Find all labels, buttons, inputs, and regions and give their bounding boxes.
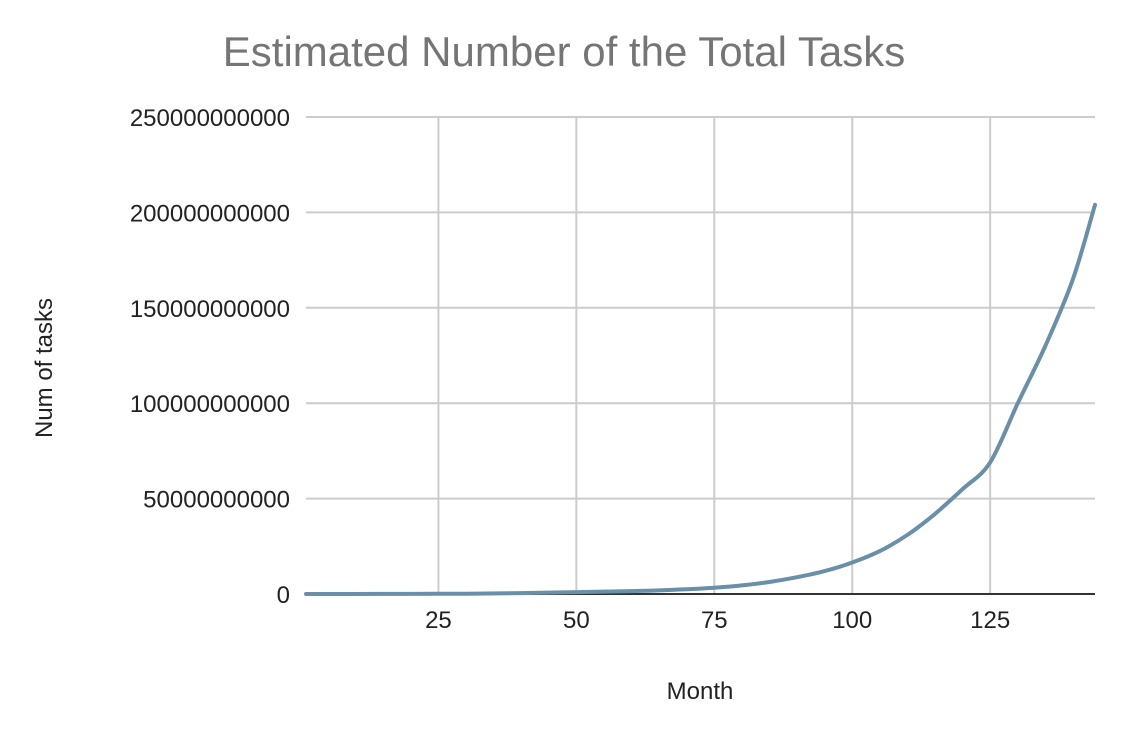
x-tick-label: 75 xyxy=(701,607,728,634)
y-tick-label: 150000000000 xyxy=(130,296,290,323)
x-tick-label: 125 xyxy=(970,607,1010,634)
y-tick-label: 250000000000 xyxy=(130,105,290,132)
x-axis-label: Month xyxy=(667,678,734,705)
y-tick-labels: 0 50000000000 100000000000 150000000000 2000… xyxy=(130,105,290,609)
y-tick-label: 0 xyxy=(277,582,290,609)
x-tick-labels: 25 50 75 100 125 xyxy=(425,607,1010,634)
y-tick-label: 200000000000 xyxy=(130,200,290,227)
x-tick-label: 50 xyxy=(563,607,590,634)
chart-title: Estimated Number of the Total Tasks xyxy=(223,28,905,75)
series-line xyxy=(304,202,1097,596)
x-tick-label: 25 xyxy=(425,607,452,634)
y-axis-label: Num of tasks xyxy=(31,298,58,438)
x-gridlines xyxy=(437,117,992,594)
x-tick-label: 100 xyxy=(832,607,872,634)
y-tick-label: 50000000000 xyxy=(143,487,290,514)
y-tick-label: 100000000000 xyxy=(130,391,290,418)
y-gridlines xyxy=(306,116,1095,500)
